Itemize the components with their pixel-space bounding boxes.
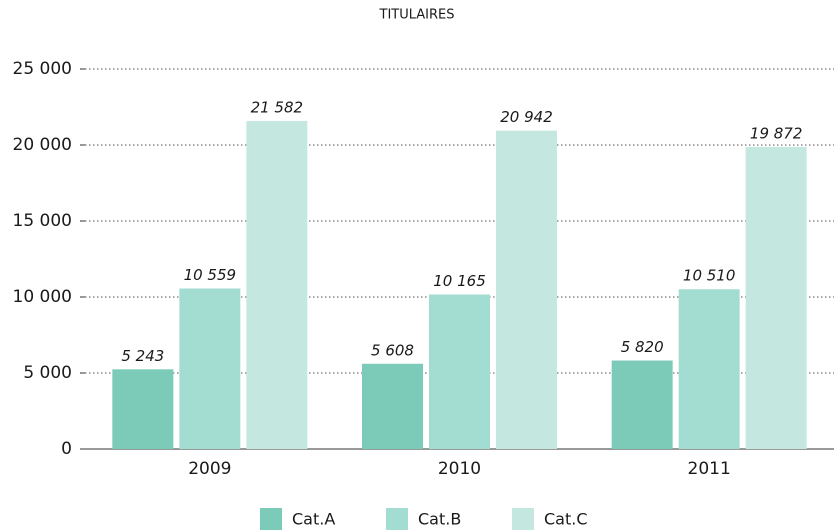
chart-title: TITULAIRES [379, 8, 455, 23]
x-tick-label: 2009 [188, 459, 231, 479]
bar [179, 288, 241, 449]
bar [496, 130, 557, 450]
x-tick-label: 2010 [438, 459, 481, 479]
data-label: 10 165 [433, 272, 486, 290]
legend-label: Cat.A [292, 510, 335, 529]
bar [429, 294, 490, 449]
y-tick-label: 15 000 [13, 211, 72, 231]
data-label: 21 582 [251, 98, 304, 116]
data-label: 5 820 [621, 338, 664, 356]
bar [745, 146, 807, 449]
data-label: 19 872 [750, 124, 803, 142]
data-label: 10 510 [683, 267, 736, 285]
y-tick-label: 25 000 [13, 59, 72, 79]
data-label: 20 942 [500, 108, 553, 126]
bar [611, 360, 673, 449]
legend-swatch [512, 508, 534, 530]
bar [678, 289, 740, 449]
data-label: 5 608 [371, 341, 414, 359]
bar [246, 120, 308, 449]
bar [112, 369, 174, 449]
y-tick-label: 10 000 [13, 287, 72, 307]
legend-label: Cat.B [418, 510, 461, 529]
x-tick-label: 2011 [688, 459, 731, 479]
data-label: 5 243 [121, 347, 164, 365]
y-tick-label: 5 000 [23, 363, 72, 383]
y-tick-label: 20 000 [13, 135, 72, 155]
data-label: 10 559 [184, 266, 237, 284]
legend-label: Cat.C [544, 510, 588, 529]
bar [362, 363, 423, 449]
legend-swatch [260, 508, 282, 530]
legend-swatch [386, 508, 408, 530]
y-tick-label: 0 [61, 439, 72, 459]
